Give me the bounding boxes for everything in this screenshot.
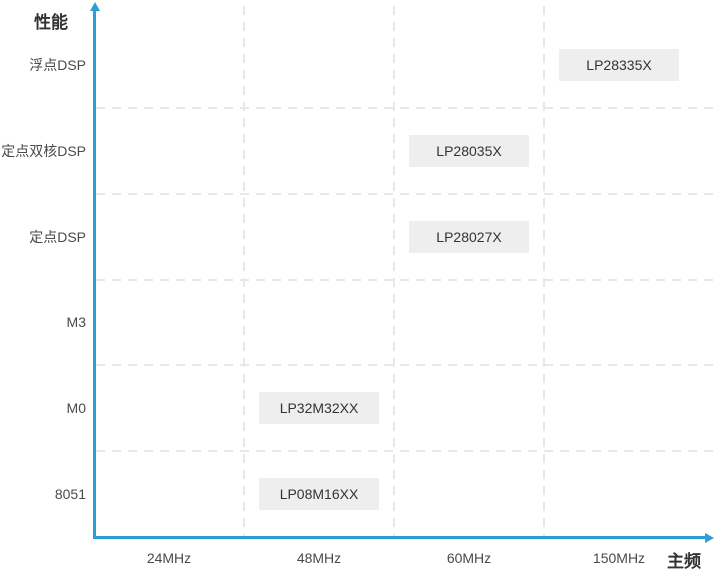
y-tick-label: M0 xyxy=(66,400,86,417)
horizontal-gridline xyxy=(96,450,715,453)
y-tick-label: M3 xyxy=(66,314,86,331)
vertical-gridline xyxy=(243,6,245,536)
horizontal-gridline xyxy=(96,278,715,281)
horizontal-gridline xyxy=(96,364,715,367)
y-tick-label: 定点DSP xyxy=(29,228,86,245)
x-tick-label: 60MHz xyxy=(446,550,492,566)
vertical-gridline xyxy=(543,6,545,536)
y-tick-label: 定点双核DSP xyxy=(1,142,86,159)
product-box-lp08m16xx: LP08M16XX xyxy=(259,478,379,510)
x-axis-title: 主频 xyxy=(667,552,701,571)
x-axis-line xyxy=(93,532,714,543)
horizontal-gridline xyxy=(96,106,715,109)
x-tick-label: 24MHz xyxy=(146,550,192,566)
y-tick-label: 8051 xyxy=(54,486,86,502)
product-box-lp28035x: LP28035X xyxy=(409,134,529,167)
x-tick-label: 48MHz xyxy=(296,550,342,566)
vertical-gridline xyxy=(393,6,395,536)
product-box-lp28027x: LP28027X xyxy=(409,220,529,253)
product-box-lp32m32xx: LP32M32XX xyxy=(259,392,379,425)
product-box-lp28335x: LP28335X xyxy=(559,49,679,81)
horizontal-gridline xyxy=(96,192,715,195)
y-tick-label: 浮点DSP xyxy=(29,57,86,73)
x-axis-arrow-icon xyxy=(705,532,714,543)
y-axis-line xyxy=(89,2,100,539)
y-axis-arrow-icon xyxy=(89,2,100,11)
x-tick-label: 150MHz xyxy=(592,550,646,566)
y-axis-title: 性能 xyxy=(34,13,68,32)
